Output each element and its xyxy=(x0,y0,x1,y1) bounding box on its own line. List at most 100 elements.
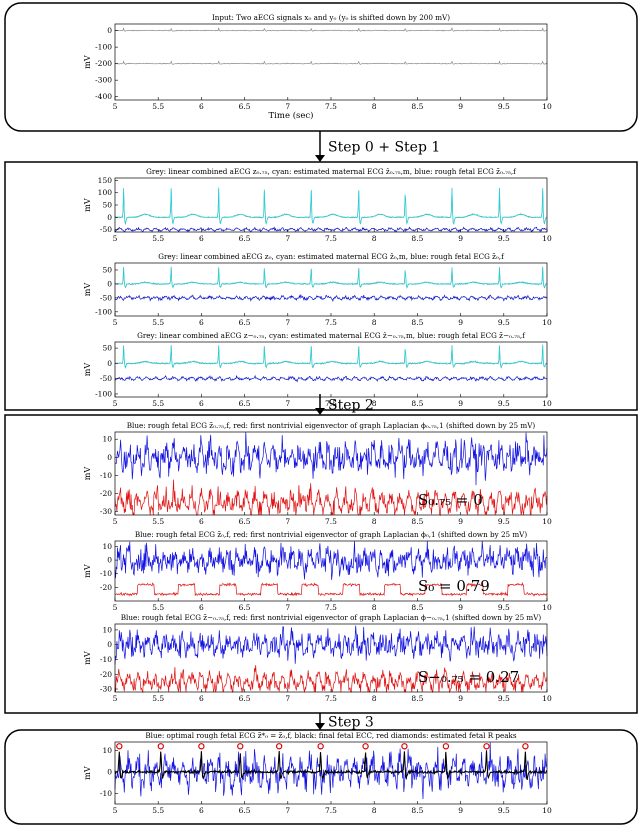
y-axis-label: mV xyxy=(83,55,92,69)
x-axis-label: Time (sec) xyxy=(269,110,314,121)
y-tick-label: 100 xyxy=(98,188,113,197)
x-tick-label: 6.5 xyxy=(239,234,251,243)
panel-title: Input: Two aECG signals x₀ and y₀ (y₀ is… xyxy=(212,13,450,22)
x-tick-label: 5.5 xyxy=(152,603,164,612)
x-tick-label: 9.5 xyxy=(498,234,510,243)
series-line xyxy=(114,431,548,486)
x-tick-label: 6 xyxy=(199,102,204,111)
x-tick-label: 8 xyxy=(372,517,377,526)
x-tick-label: 7 xyxy=(285,102,290,111)
x-tick-label: 6.5 xyxy=(239,806,251,815)
x-tick-label: 9.5 xyxy=(498,102,510,111)
x-tick-label: 10 xyxy=(542,399,552,408)
y-tick-label: 10 xyxy=(102,625,112,634)
x-tick-label: 6.5 xyxy=(239,517,251,526)
x-tick-label: 7.5 xyxy=(325,603,337,612)
y-tick-label: -100 xyxy=(95,43,112,52)
y-axis-label: mV xyxy=(83,651,92,665)
step-label: Step 3 xyxy=(328,715,374,731)
x-tick-label: 5 xyxy=(113,318,118,327)
y-tick-label: 0 xyxy=(107,359,112,368)
y-tick-label: -400 xyxy=(95,92,112,101)
x-tick-label: 5 xyxy=(113,603,118,612)
y-tick-label: 0 xyxy=(107,453,112,462)
y-tick-label: 50 xyxy=(102,265,112,274)
y-tick-label: 0 xyxy=(107,767,112,776)
x-tick-label: 5.5 xyxy=(152,694,164,703)
x-tick-label: 5.5 xyxy=(152,234,164,243)
x-tick-label: 6 xyxy=(199,603,204,612)
series-line xyxy=(114,266,548,289)
y-axis-label: mV xyxy=(83,283,92,297)
x-tick-label: 8 xyxy=(372,399,377,408)
y-tick-label: -20 xyxy=(100,489,112,498)
x-tick-label: 6.5 xyxy=(239,399,251,408)
x-tick-label: 5.5 xyxy=(152,806,164,815)
y-tick-label: -10 xyxy=(100,569,112,578)
x-tick-label: 5 xyxy=(113,517,118,526)
x-tick-label: 10 xyxy=(542,234,552,243)
x-tick-label: 10 xyxy=(542,603,552,612)
y-tick-label: 10 xyxy=(102,746,112,755)
y-tick-label: -200 xyxy=(95,59,112,68)
x-tick-label: 9.5 xyxy=(498,806,510,815)
x-tick-label: 8.5 xyxy=(411,694,423,703)
similarity-score-annotation: S₀.₇₅ = 0 xyxy=(418,491,483,509)
r-peak-marker xyxy=(362,743,369,750)
x-tick-label: 7 xyxy=(285,234,290,243)
x-tick-label: 7.5 xyxy=(325,694,337,703)
x-tick-label: 6.5 xyxy=(239,102,251,111)
y-tick-label: 0 xyxy=(107,213,112,222)
y-tick-label: 0 xyxy=(107,26,112,35)
r-peak-marker xyxy=(157,743,164,750)
series-line xyxy=(114,26,548,32)
x-tick-label: 9 xyxy=(458,234,463,243)
similarity-score-annotation: S₀ = 0.79 xyxy=(418,577,490,595)
series-line xyxy=(114,187,548,225)
series-line xyxy=(114,294,548,303)
y-tick-label: -10 xyxy=(100,471,112,480)
x-tick-label: 10 xyxy=(542,517,552,526)
x-tick-label: 7 xyxy=(285,399,290,408)
axes-frame xyxy=(114,23,548,101)
panel-title: Blue: rough fetal ECG z̃−₀.₇₅,f, red: fi… xyxy=(121,613,542,622)
step-arrowhead xyxy=(315,155,325,162)
x-tick-label: 5 xyxy=(113,694,118,703)
y-tick-label: -30 xyxy=(100,685,112,694)
y-tick-label: -10 xyxy=(100,655,112,664)
r-peak-marker xyxy=(275,743,283,750)
x-tick-label: 6 xyxy=(199,806,204,815)
x-tick-label: 7 xyxy=(285,694,290,703)
r-peak-marker xyxy=(442,743,450,750)
r-peak-marker xyxy=(237,743,244,750)
x-tick-label: 9.5 xyxy=(498,694,510,703)
x-tick-label: 8.5 xyxy=(411,517,423,526)
x-tick-label: 8 xyxy=(372,102,377,111)
r-peak-marker xyxy=(483,743,490,750)
x-tick-label: 7.5 xyxy=(325,806,337,815)
x-tick-label: 5.5 xyxy=(152,517,164,526)
x-tick-label: 5 xyxy=(113,806,118,815)
r-peak-marker xyxy=(317,743,324,750)
x-tick-label: 5 xyxy=(113,234,118,243)
x-tick-label: 7.5 xyxy=(325,102,337,111)
r-peak-marker xyxy=(522,743,529,750)
x-tick-label: 10 xyxy=(542,102,552,111)
x-tick-label: 9 xyxy=(458,603,463,612)
x-tick-label: 9 xyxy=(458,694,463,703)
x-tick-label: 5 xyxy=(113,399,118,408)
y-tick-label: 10 xyxy=(102,435,112,444)
x-tick-label: 8 xyxy=(372,806,377,815)
axes-frame xyxy=(114,177,548,233)
x-tick-label: 8.5 xyxy=(411,234,423,243)
y-tick-label: -100 xyxy=(95,307,112,316)
x-tick-label: 7.5 xyxy=(325,234,337,243)
y-tick-label: 50 xyxy=(102,344,112,353)
box-frame-step3 xyxy=(4,729,638,825)
x-tick-label: 6 xyxy=(199,318,204,327)
y-tick-label: 0 xyxy=(107,640,112,649)
x-tick-label: 7.5 xyxy=(325,399,337,408)
x-tick-label: 5.5 xyxy=(152,102,164,111)
panel-title: Grey: linear combined aECG z−₀.₇₅, cyan:… xyxy=(137,331,526,340)
